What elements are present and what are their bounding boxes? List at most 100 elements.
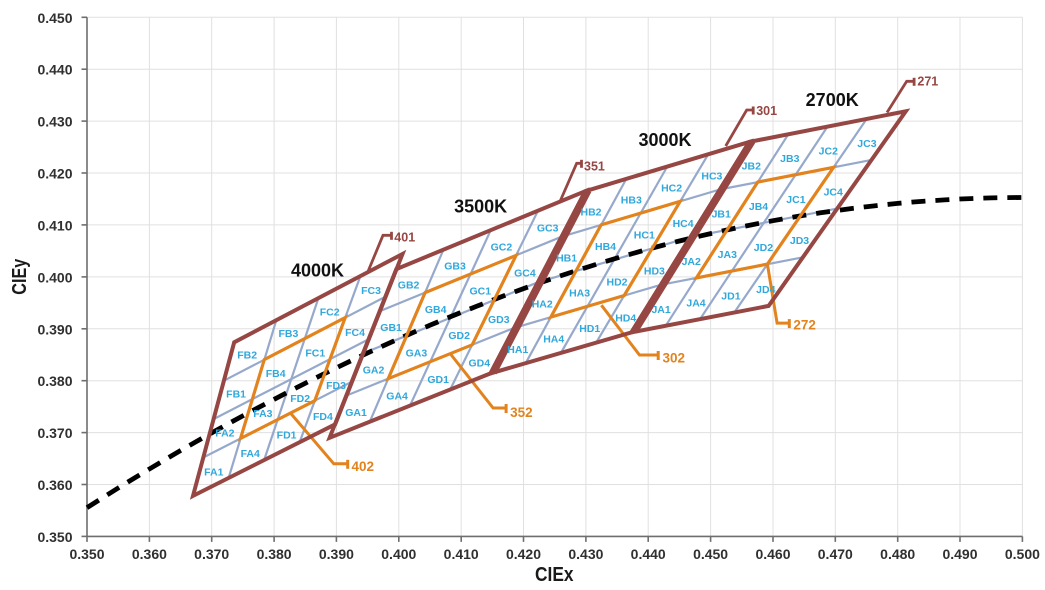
svg-text:JA3: JA3 <box>718 249 737 261</box>
svg-text:GC3: GC3 <box>537 222 559 234</box>
svg-text:0.390: 0.390 <box>319 546 354 562</box>
svg-text:2700K: 2700K <box>806 90 859 110</box>
svg-text:FB1: FB1 <box>226 388 246 400</box>
svg-text:HD4: HD4 <box>615 313 636 325</box>
svg-text:JB2: JB2 <box>742 161 761 173</box>
svg-text:GA1: GA1 <box>345 407 367 419</box>
svg-text:0.430: 0.430 <box>37 114 72 130</box>
svg-text:HB3: HB3 <box>621 195 642 207</box>
svg-text:0.350: 0.350 <box>69 546 104 562</box>
svg-text:351: 351 <box>584 160 605 174</box>
svg-text:0.410: 0.410 <box>444 546 479 562</box>
svg-text:FA1: FA1 <box>204 466 223 478</box>
svg-text:FC3: FC3 <box>361 285 381 297</box>
svg-text:GB3: GB3 <box>444 260 466 272</box>
svg-text:301: 301 <box>756 104 777 118</box>
svg-text:JA2: JA2 <box>682 256 701 268</box>
svg-text:JC2: JC2 <box>819 146 838 158</box>
svg-text:0.380: 0.380 <box>37 373 72 389</box>
svg-text:JD4: JD4 <box>756 284 775 296</box>
svg-text:JD2: JD2 <box>754 242 773 254</box>
svg-text:JC1: JC1 <box>786 194 805 206</box>
svg-text:HA1: HA1 <box>507 344 528 356</box>
svg-text:HC4: HC4 <box>673 218 694 230</box>
svg-text:0.390: 0.390 <box>37 321 72 337</box>
svg-text:JB1: JB1 <box>712 209 731 221</box>
svg-text:FC1: FC1 <box>305 347 325 359</box>
svg-text:272: 272 <box>793 318 816 333</box>
svg-text:HA4: HA4 <box>543 334 564 346</box>
svg-text:JB4: JB4 <box>749 201 768 213</box>
svg-text:402: 402 <box>352 459 375 474</box>
svg-text:3000K: 3000K <box>638 130 691 150</box>
svg-text:GD1: GD1 <box>427 374 449 386</box>
svg-text:0.490: 0.490 <box>942 546 977 562</box>
svg-text:GC1: GC1 <box>470 286 492 298</box>
svg-text:0.350: 0.350 <box>37 529 72 545</box>
svg-text:0.450: 0.450 <box>37 10 72 26</box>
svg-text:FA2: FA2 <box>215 427 234 439</box>
svg-text:FA3: FA3 <box>253 408 272 420</box>
svg-text:HC1: HC1 <box>634 230 655 242</box>
svg-text:GB4: GB4 <box>425 304 447 316</box>
svg-text:FC2: FC2 <box>320 306 340 318</box>
svg-text:0.370: 0.370 <box>37 425 72 441</box>
svg-text:FD3: FD3 <box>326 380 346 392</box>
svg-text:4000K: 4000K <box>291 260 344 280</box>
svg-text:0.420: 0.420 <box>506 546 541 562</box>
svg-text:401: 401 <box>394 231 415 245</box>
svg-text:GB1: GB1 <box>380 322 402 334</box>
svg-text:JD3: JD3 <box>790 235 809 247</box>
svg-text:HA2: HA2 <box>532 298 553 310</box>
svg-text:HB2: HB2 <box>580 207 601 219</box>
svg-text:GD3: GD3 <box>488 314 510 326</box>
svg-text:HD3: HD3 <box>644 265 665 277</box>
svg-text:0.430: 0.430 <box>568 546 603 562</box>
svg-text:JB3: JB3 <box>780 153 799 165</box>
svg-text:0.360: 0.360 <box>132 546 167 562</box>
svg-text:0.500: 0.500 <box>1005 546 1040 562</box>
svg-text:HB4: HB4 <box>595 241 616 253</box>
svg-text:0.370: 0.370 <box>194 546 229 562</box>
svg-text:GA4: GA4 <box>386 391 408 403</box>
svg-text:FD1: FD1 <box>277 429 297 441</box>
svg-text:FB2: FB2 <box>237 350 257 362</box>
svg-text:GB2: GB2 <box>398 279 420 291</box>
svg-text:352: 352 <box>510 405 533 420</box>
svg-text:FB4: FB4 <box>266 368 286 380</box>
svg-text:JD1: JD1 <box>721 291 740 303</box>
svg-text:3500K: 3500K <box>454 196 507 216</box>
svg-text:0.400: 0.400 <box>37 269 72 285</box>
svg-text:FD4: FD4 <box>313 411 333 423</box>
svg-text:0.460: 0.460 <box>755 546 790 562</box>
svg-text:GC2: GC2 <box>491 241 513 253</box>
svg-text:CIEy: CIEy <box>9 258 31 295</box>
svg-text:FB3: FB3 <box>278 328 298 340</box>
svg-text:0.410: 0.410 <box>37 217 72 233</box>
svg-text:CIEx: CIEx <box>535 564 574 585</box>
svg-text:0.420: 0.420 <box>37 166 72 182</box>
svg-text:GC4: GC4 <box>514 267 536 279</box>
svg-text:302: 302 <box>663 350 686 365</box>
svg-text:0.400: 0.400 <box>381 546 416 562</box>
svg-text:0.450: 0.450 <box>693 546 728 562</box>
svg-text:HD2: HD2 <box>606 276 627 288</box>
svg-text:JA1: JA1 <box>651 304 670 316</box>
svg-text:FC4: FC4 <box>345 327 365 339</box>
svg-text:JA4: JA4 <box>686 297 705 309</box>
svg-text:GA2: GA2 <box>363 365 385 377</box>
svg-text:JC4: JC4 <box>824 187 843 199</box>
svg-text:0.440: 0.440 <box>631 546 666 562</box>
svg-text:FD2: FD2 <box>290 393 310 405</box>
svg-text:0.480: 0.480 <box>880 546 915 562</box>
svg-text:GD4: GD4 <box>469 358 491 370</box>
svg-text:JC3: JC3 <box>857 138 876 150</box>
svg-text:HC2: HC2 <box>661 183 682 195</box>
svg-text:0.360: 0.360 <box>37 477 72 493</box>
svg-text:0.470: 0.470 <box>818 546 853 562</box>
svg-text:HA3: HA3 <box>569 287 590 299</box>
svg-text:HC3: HC3 <box>701 171 722 183</box>
svg-text:0.440: 0.440 <box>37 62 72 78</box>
svg-text:GA3: GA3 <box>406 347 428 359</box>
svg-text:FA4: FA4 <box>241 448 260 460</box>
